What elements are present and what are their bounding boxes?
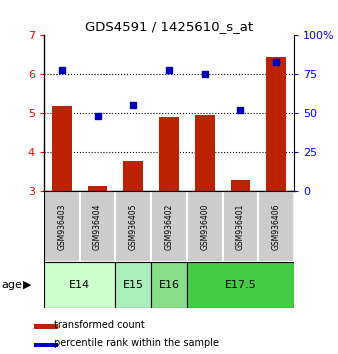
Bar (195, 115, 215, 191)
Bar (123, 161, 143, 191)
Point (95, 114, 100, 119)
Bar (159, 117, 179, 191)
Text: E16: E16 (159, 280, 179, 290)
Bar (258, 191, 294, 262)
Text: percentile rank within the sample: percentile rank within the sample (54, 338, 219, 348)
Text: E14: E14 (69, 280, 90, 290)
Bar (223, 191, 258, 262)
Point (130, 103, 136, 108)
Title: GDS4591 / 1425610_s_at: GDS4591 / 1425610_s_at (85, 20, 253, 33)
Bar (187, 191, 223, 262)
Bar (44, 191, 80, 262)
Text: GSM936406: GSM936406 (272, 203, 281, 250)
Text: ▶: ▶ (23, 280, 31, 290)
Text: GSM936405: GSM936405 (129, 203, 138, 250)
Bar (151, 262, 187, 308)
Bar (151, 191, 187, 262)
Bar (34, 324, 58, 329)
Text: GSM936401: GSM936401 (236, 203, 245, 250)
Text: E17.5: E17.5 (224, 280, 256, 290)
Bar (34, 343, 58, 347)
Bar (80, 191, 115, 262)
Bar (187, 262, 294, 308)
Point (238, 107, 243, 113)
Bar (115, 191, 151, 262)
Text: E15: E15 (123, 280, 144, 290)
Point (59, 67, 65, 73)
Text: GSM936400: GSM936400 (200, 203, 209, 250)
Text: transformed count: transformed count (54, 320, 145, 330)
Text: age: age (2, 280, 23, 290)
Point (273, 59, 279, 65)
Bar (88, 187, 107, 191)
Text: GSM936404: GSM936404 (93, 203, 102, 250)
Bar (44, 262, 115, 308)
Bar (52, 106, 72, 191)
Point (202, 72, 208, 77)
Bar (115, 262, 151, 308)
Text: GSM936403: GSM936403 (57, 203, 66, 250)
Point (166, 67, 172, 73)
Bar (266, 57, 286, 191)
Text: GSM936402: GSM936402 (165, 203, 173, 250)
Bar (231, 180, 250, 191)
